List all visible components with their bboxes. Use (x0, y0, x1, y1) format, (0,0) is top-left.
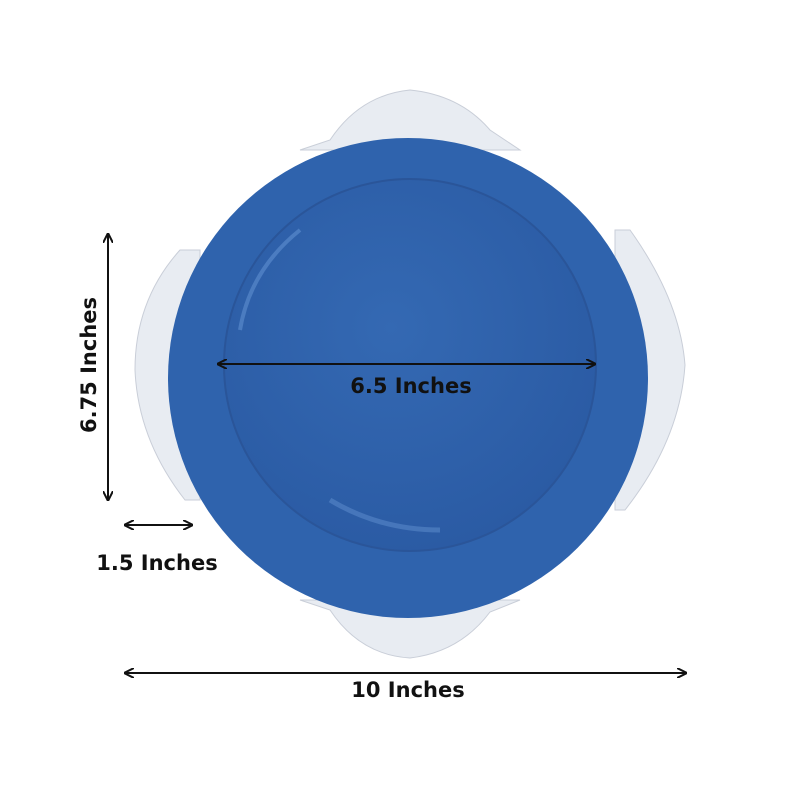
plate-highlight (238, 228, 302, 331)
overall-diameter-label: 10 Inches (351, 678, 464, 702)
plate-highlight-lower (328, 497, 441, 533)
rim-width-dimension: 1.5 Inches (96, 525, 218, 575)
height-label: 6.75 Inches (77, 297, 101, 433)
inner-diameter-dimension: 6.5 Inches (218, 364, 595, 398)
inner-diameter-label: 6.5 Inches (350, 374, 471, 398)
overall-diameter-dimension: 10 Inches (125, 673, 686, 702)
height-dimension: 6.75 Inches (77, 234, 108, 500)
rim-width-label: 1.5 Inches (96, 551, 217, 575)
